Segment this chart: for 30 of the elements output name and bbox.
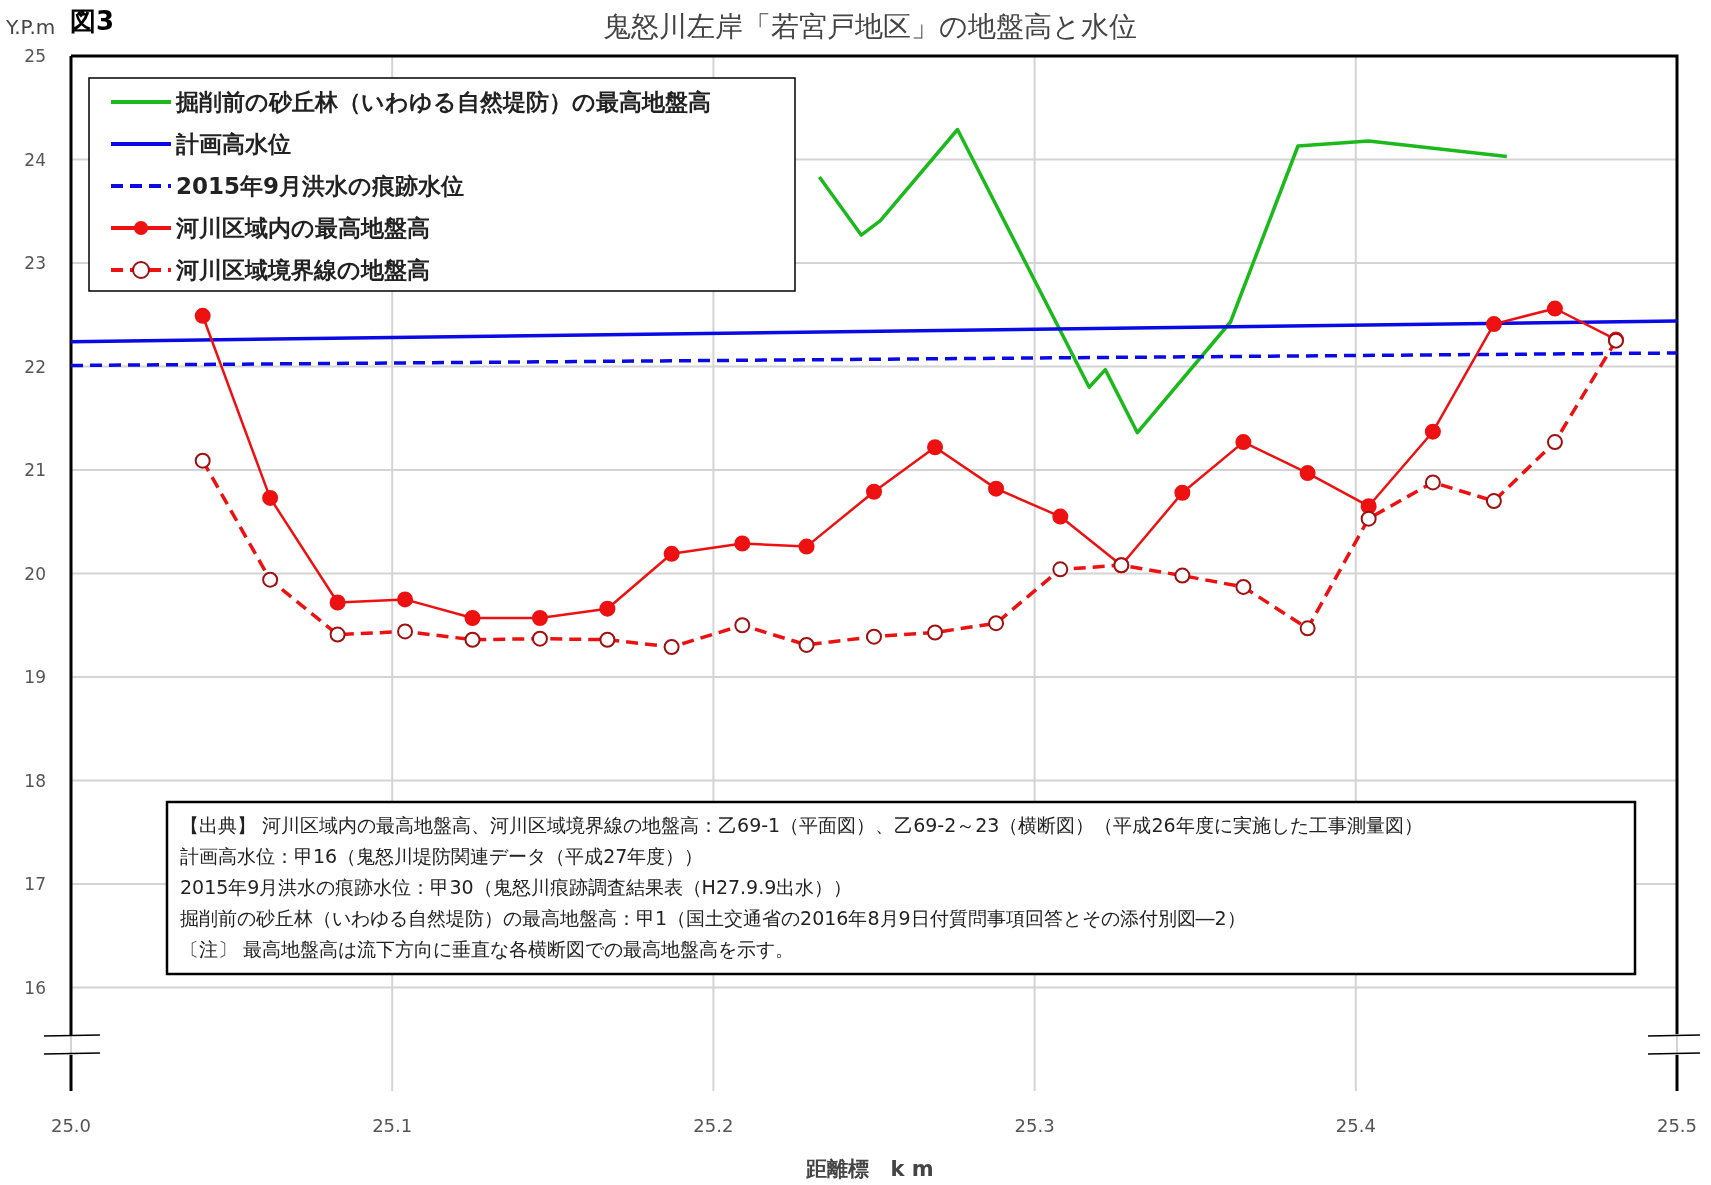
y-tick-label: 18 (24, 770, 46, 791)
y-tick-label: 21 (24, 460, 46, 480)
x-tick-label: 25.0 (50, 1115, 92, 1136)
y-axis-title: Y.P.m (5, 15, 56, 39)
legend-label: 掘削前の砂丘林（いわゆる自然堤防）の最高地盤高 (175, 89, 711, 115)
y-tick-label: 23 (24, 253, 46, 273)
y-tick-label: 16 (24, 977, 46, 998)
annotation: 計画高水位：甲16（鬼怒川堤防関連データ（平成27年度）） (180, 845, 704, 867)
legend-label: 河川区域内の最高地盤高 (175, 215, 430, 241)
caption: 図3 (70, 6, 115, 36)
x-tick-label: 25.5 (1656, 1115, 1698, 1136)
y-tick-label: 25 (24, 46, 46, 66)
annotation: 【出典】 河川区域内の最高地盤高、河川区域境界線の地盤高：乙69-1（平面図）、乙69-2～23（横断図）（平成26年度に実施した工事測量図） (180, 814, 1423, 836)
chart-title: 鬼怒川左岸「若宮戸地区」の地盤高と水位 (603, 10, 1137, 43)
annotation: 〔注〕 最高地盤高は流下方向に垂直な各横断図での最高地盤高を示す。 (180, 938, 795, 960)
annotation: 2015年9月洪水の痕跡水位：甲30（鬼怒川痕跡調査結果表（H27.9.9出水）） (180, 876, 853, 898)
y-tick-label: 20 (24, 563, 46, 584)
y-tick-label: 24 (24, 149, 46, 170)
x-tick-label: 25.2 (693, 1115, 734, 1136)
legend-label: 2015年9月洪水の痕跡水位 (176, 173, 465, 199)
y-tick-label: 22 (24, 356, 46, 377)
x-tick-label: 25.4 (1335, 1115, 1376, 1136)
y-tick-label: 17 (24, 874, 46, 894)
legend-label: 河川区域境界線の地盤高 (175, 257, 430, 283)
x-tick-label: 25.1 (372, 1115, 413, 1136)
y-tick-label: 19 (24, 667, 46, 687)
annotation: 掘削前の砂丘林（いわゆる自然堤防）の最高地盤高：甲1（国土交通省の2016年8月9日付質問事項回答とその添付別図―2） (180, 907, 1246, 929)
legend-label: 計画高水位 (175, 131, 291, 157)
x-tick-label: 25.3 (1014, 1115, 1055, 1136)
x-axis-title: 距離標 k m (805, 1157, 934, 1181)
